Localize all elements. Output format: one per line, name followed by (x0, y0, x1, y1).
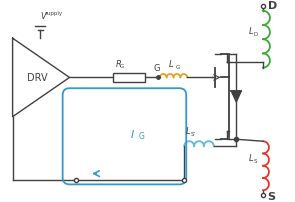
Polygon shape (231, 92, 241, 102)
Text: L: L (169, 60, 174, 69)
Text: DRV: DRV (27, 73, 47, 83)
Text: supply: supply (45, 11, 63, 16)
Text: G: G (176, 64, 180, 69)
Text: G: G (154, 63, 160, 72)
Bar (113, 73, 145, 83)
Text: R: R (116, 59, 122, 68)
Text: L: L (186, 127, 191, 136)
Text: S: S (254, 158, 258, 163)
Text: S’: S’ (190, 131, 195, 136)
Text: I: I (131, 130, 134, 140)
Text: D: D (254, 32, 258, 37)
Text: L: L (248, 153, 253, 162)
Text: S: S (268, 191, 276, 201)
Text: L: L (248, 27, 253, 36)
Text: G: G (119, 64, 124, 69)
Text: V: V (40, 12, 46, 21)
Text: G: G (138, 132, 144, 141)
Text: D: D (268, 1, 277, 11)
